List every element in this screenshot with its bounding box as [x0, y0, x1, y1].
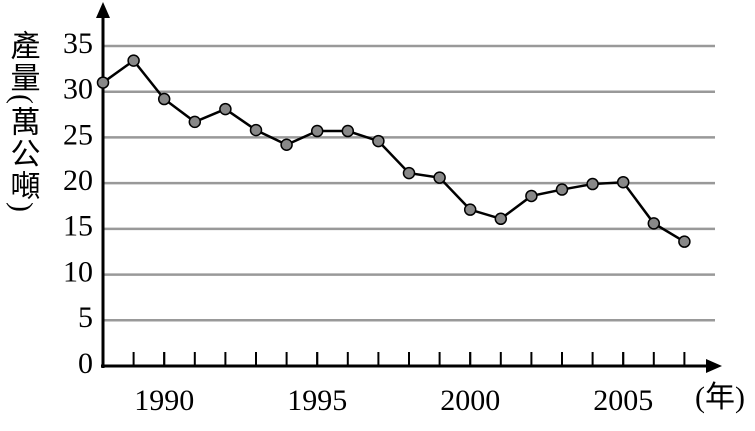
point [525, 189, 538, 203]
point [494, 212, 508, 226]
point [586, 177, 599, 191]
x-tick-label: 2005 [593, 384, 653, 417]
y-axis-label: 產量(萬公噸) [6, 30, 41, 214]
y-tick-label: 30 [63, 73, 93, 106]
y-tick-label: 0 [78, 347, 93, 380]
point [463, 203, 477, 216]
line [102, 58, 686, 243]
point [341, 124, 355, 138]
point [249, 123, 263, 137]
y-tick-label: 5 [78, 301, 93, 334]
point [372, 134, 385, 148]
point [647, 217, 661, 230]
point [157, 92, 171, 106]
point [280, 138, 293, 151]
point [310, 124, 324, 138]
y-tick-label: 10 [63, 255, 93, 288]
y-tick-label: 25 [63, 118, 93, 151]
point [678, 235, 691, 248]
y-tick-label: 20 [63, 164, 93, 197]
x-tick-label: 1995 [287, 384, 347, 417]
x-axis-arrow [706, 359, 722, 373]
y-tick-label: 15 [63, 210, 93, 243]
y-tick-label: 35 [63, 27, 93, 60]
point [127, 54, 140, 67]
point [616, 175, 630, 189]
x-tick-label: 2000 [440, 384, 500, 417]
point [96, 76, 110, 89]
point [219, 102, 232, 116]
point [188, 115, 202, 129]
point [555, 183, 569, 196]
point [402, 166, 416, 180]
x-tick-label: 1990 [134, 384, 194, 417]
point [433, 171, 446, 184]
y-axis-arrow [96, 2, 110, 18]
x-axis-label: (年) [695, 381, 745, 414]
